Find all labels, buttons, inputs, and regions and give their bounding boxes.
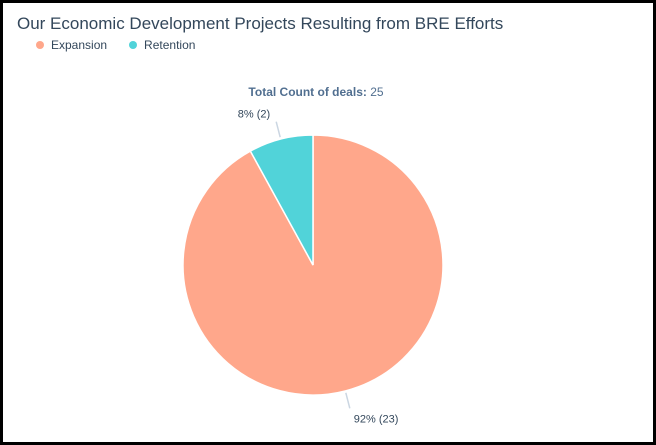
leader-line-expansion	[345, 392, 351, 409]
legend-label-retention: Retention	[144, 38, 196, 52]
legend-swatch-retention	[129, 41, 138, 49]
legend-swatch-expansion	[36, 41, 44, 49]
legend-item-expansion[interactable]: Expansion	[36, 38, 107, 52]
data-label-expansion: 92% (23)	[354, 413, 399, 425]
leader-line-retention	[275, 121, 281, 138]
legend: Expansion Retention	[36, 38, 195, 52]
pie-slice-retention[interactable]	[249, 134, 314, 266]
pie-chart: 92% (23) 8% (2)	[182, 109, 444, 425]
pie-slice-expansion[interactable]	[182, 134, 444, 396]
total-count: Total Count of deals: 25	[3, 85, 629, 99]
chart-title: Our Economic Development Projects Result…	[17, 14, 504, 33]
legend-item-retention[interactable]: Retention	[129, 38, 195, 52]
total-count-value: 25	[370, 85, 384, 99]
total-count-label: Total Count of deals:	[248, 85, 367, 99]
data-label-retention: 8% (2)	[238, 109, 270, 121]
legend-label-expansion: Expansion	[51, 38, 108, 52]
